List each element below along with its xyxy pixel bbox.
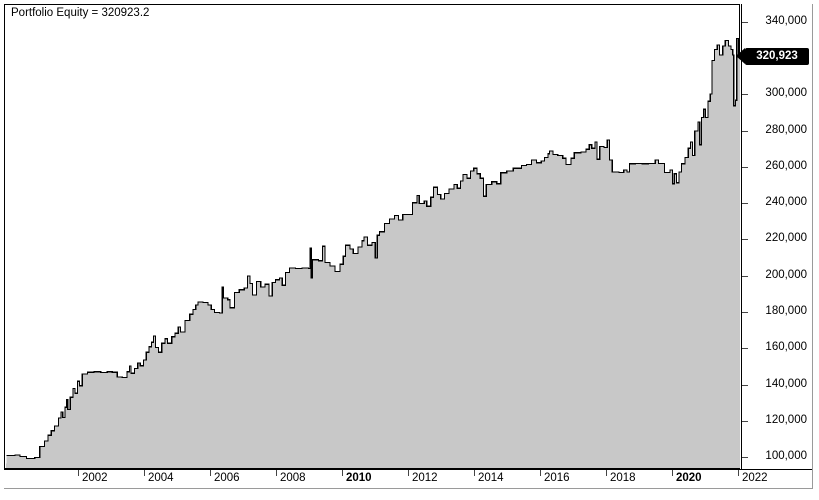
x-tick [210,470,211,476]
x-tick [78,470,79,476]
x-tick-label: 2018 [610,472,636,484]
x-tick [342,470,343,476]
pane-bottom-edge [4,488,813,489]
y-tick-label: 260,000 [765,160,807,172]
y-tick [742,22,748,23]
y-tick-label: 140,000 [765,378,807,390]
y-tick-label: 100,000 [765,450,807,462]
y-tick-label: 280,000 [765,124,807,136]
x-tick-label: 2002 [82,472,108,484]
y-tick [742,312,748,313]
x-tick [540,470,541,476]
y-tick-label: 120,000 [765,414,807,426]
x-tick [144,470,145,476]
y-tick-label: 300,000 [765,87,807,99]
y-tick [742,167,748,168]
x-tick-label: 2016 [544,472,570,484]
y-tick [742,131,748,132]
y-tick-label: 240,000 [765,196,807,208]
y-tick-label: 340,000 [765,15,807,27]
y-tick [742,203,748,204]
x-tick-label: 2004 [148,472,174,484]
y-tick [742,385,748,386]
x-tick [672,470,673,476]
x-tick [738,470,739,476]
y-tick [742,239,748,240]
x-tick-label: 2012 [412,472,438,484]
equity-curve [6,38,740,460]
x-tick [408,470,409,476]
pane-right-edge [812,4,813,489]
y-tick [742,94,748,95]
x-tick-label: 2014 [478,472,504,484]
y-tick-label: 180,000 [765,305,807,317]
y-tick [742,276,748,277]
equity-area-fill [6,38,740,468]
x-tick-label: 2006 [214,472,240,484]
x-axis-line [4,469,813,470]
last-value-arrow-icon [736,48,745,64]
x-tick [606,470,607,476]
y-tick-label: 220,000 [765,232,807,244]
y-tick-label: 200,000 [765,269,807,281]
x-tick-label: 2022 [742,472,768,484]
y-tick [742,348,748,349]
chart-title: Portfolio Equity = 320923.2 [11,7,150,19]
x-tick-label: 2008 [280,472,306,484]
x-tick-label: 2010 [346,472,372,484]
x-tick-label: 2020 [676,472,702,484]
y-axis-separator [741,4,742,470]
x-tick [474,470,475,476]
y-tick [742,421,748,422]
x-tick [276,470,277,476]
y-tick [742,457,748,458]
y-tick-label: 160,000 [765,341,807,353]
last-value-badge: 320,923 [745,48,809,65]
